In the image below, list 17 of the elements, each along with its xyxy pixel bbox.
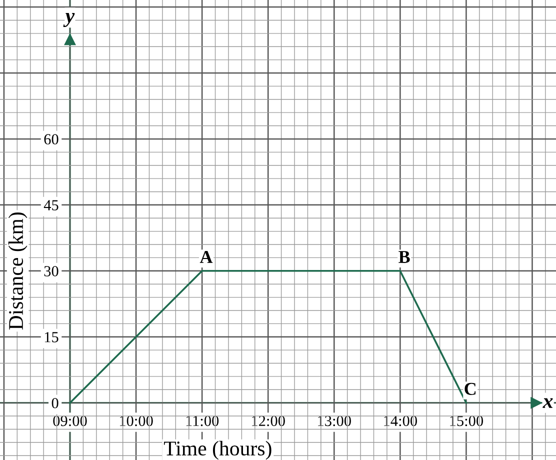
y-tick-label: 0 [52,398,58,408]
y-tick-label: 30 [44,266,58,276]
annotation: A [200,250,213,263]
annotation: B [398,251,410,263]
annotation: C [464,382,476,395]
x-tick-label: 13:00 [318,416,351,426]
x-axis-title: Time (hours) [164,440,272,460]
y-tick-label: 15 [44,332,58,342]
y-tick-label: 60 [44,134,58,144]
x-tick-label: 12:00 [252,416,285,426]
y-tick-label: 45 [44,200,58,210]
x-tick-label: 14:00 [384,416,417,426]
x-tick-label: 09:00 [53,416,87,426]
annotation: y [63,12,75,28]
x-tick-label: 15:00 [450,416,484,426]
y-axis-title: Distance (km) [8,212,28,330]
annotation: x [542,398,553,408]
